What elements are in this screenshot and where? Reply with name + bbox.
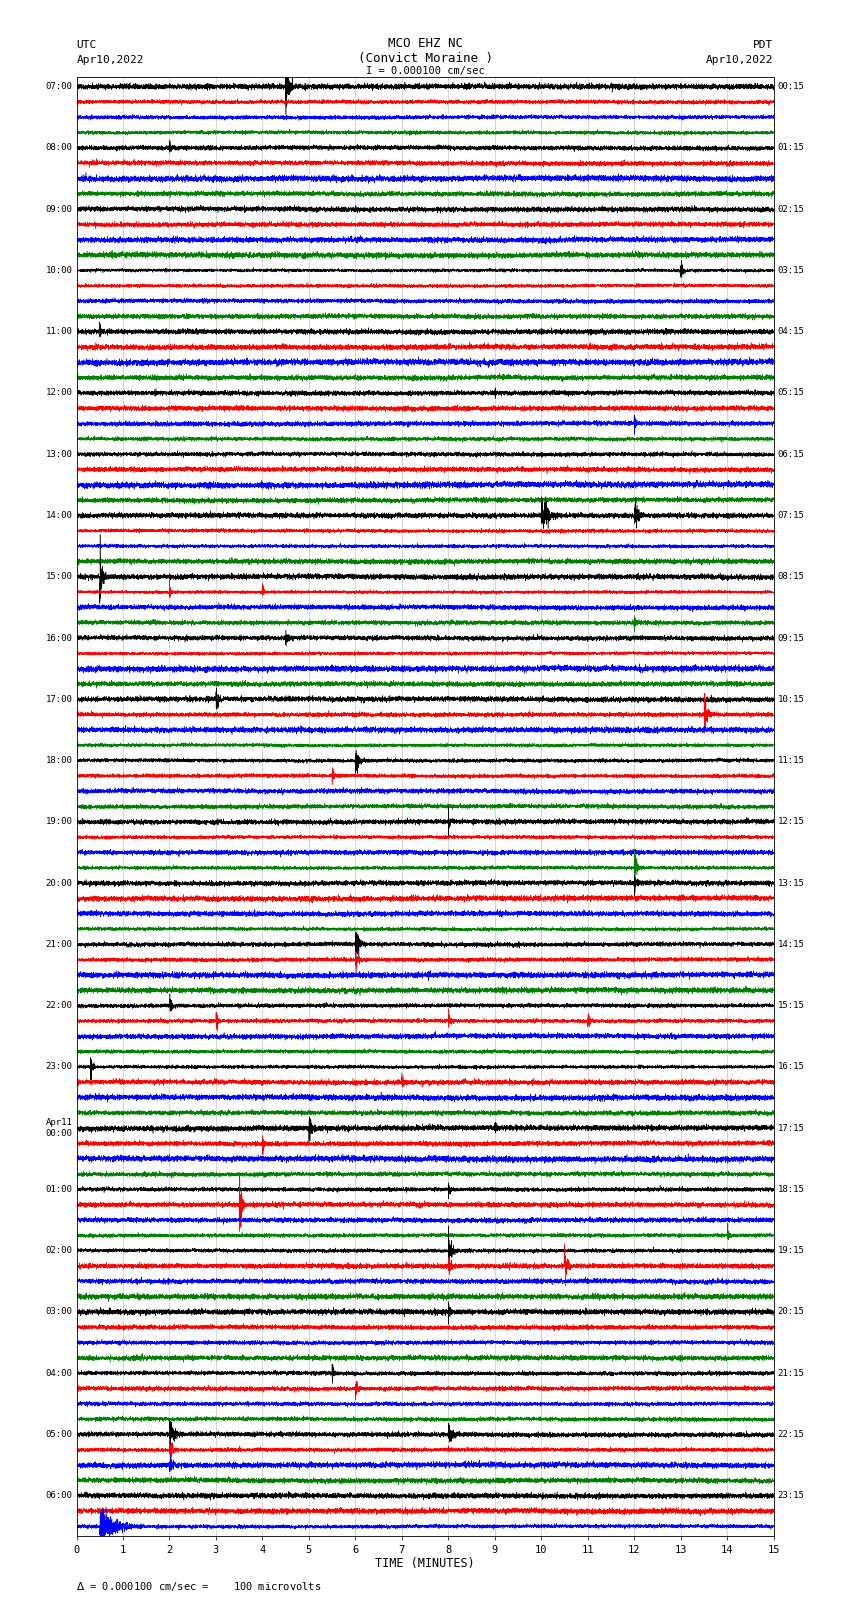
Text: 13:00: 13:00 — [45, 450, 72, 458]
Text: 09:00: 09:00 — [45, 205, 72, 213]
Text: 10:15: 10:15 — [778, 695, 805, 703]
Text: 00:15: 00:15 — [778, 82, 805, 90]
Text: MCO EHZ NC: MCO EHZ NC — [388, 37, 462, 50]
Text: 14:15: 14:15 — [778, 940, 805, 948]
Text: Apr11
00:00: Apr11 00:00 — [45, 1118, 72, 1137]
Text: Apr10,2022: Apr10,2022 — [76, 55, 144, 65]
Text: 06:15: 06:15 — [778, 450, 805, 458]
Text: Apr10,2022: Apr10,2022 — [706, 55, 774, 65]
Text: 12:15: 12:15 — [778, 818, 805, 826]
Text: 02:15: 02:15 — [778, 205, 805, 213]
Text: 04:00: 04:00 — [45, 1369, 72, 1378]
Text: 23:15: 23:15 — [778, 1492, 805, 1500]
Text: 20:15: 20:15 — [778, 1308, 805, 1316]
Text: PDT: PDT — [753, 40, 774, 50]
Text: 16:15: 16:15 — [778, 1063, 805, 1071]
Text: 08:00: 08:00 — [45, 144, 72, 152]
Text: 15:00: 15:00 — [45, 573, 72, 581]
Text: UTC: UTC — [76, 40, 97, 50]
Text: 13:15: 13:15 — [778, 879, 805, 887]
Text: 03:00: 03:00 — [45, 1308, 72, 1316]
X-axis label: TIME (MINUTES): TIME (MINUTES) — [375, 1558, 475, 1571]
Text: 06:00: 06:00 — [45, 1492, 72, 1500]
Text: 22:00: 22:00 — [45, 1002, 72, 1010]
Text: 18:00: 18:00 — [45, 756, 72, 765]
Text: $\Delta$ = 0.000100 cm/sec =    100 microvolts: $\Delta$ = 0.000100 cm/sec = 100 microvo… — [76, 1581, 322, 1594]
Text: 01:00: 01:00 — [45, 1186, 72, 1194]
Text: 23:00: 23:00 — [45, 1063, 72, 1071]
Text: 07:15: 07:15 — [778, 511, 805, 519]
Text: 02:00: 02:00 — [45, 1247, 72, 1255]
Text: 19:15: 19:15 — [778, 1247, 805, 1255]
Text: 11:15: 11:15 — [778, 756, 805, 765]
Text: 16:00: 16:00 — [45, 634, 72, 642]
Text: 21:00: 21:00 — [45, 940, 72, 948]
Text: 21:15: 21:15 — [778, 1369, 805, 1378]
Text: 05:00: 05:00 — [45, 1431, 72, 1439]
Text: 05:15: 05:15 — [778, 389, 805, 397]
Text: 10:00: 10:00 — [45, 266, 72, 274]
Text: 17:00: 17:00 — [45, 695, 72, 703]
Text: 07:00: 07:00 — [45, 82, 72, 90]
Text: 09:15: 09:15 — [778, 634, 805, 642]
Text: 17:15: 17:15 — [778, 1124, 805, 1132]
Text: 01:15: 01:15 — [778, 144, 805, 152]
Text: 15:15: 15:15 — [778, 1002, 805, 1010]
Text: 20:00: 20:00 — [45, 879, 72, 887]
Text: 14:00: 14:00 — [45, 511, 72, 519]
Text: 04:15: 04:15 — [778, 327, 805, 336]
Text: 12:00: 12:00 — [45, 389, 72, 397]
Text: 08:15: 08:15 — [778, 573, 805, 581]
Text: (Convict Moraine ): (Convict Moraine ) — [358, 52, 492, 65]
Text: 18:15: 18:15 — [778, 1186, 805, 1194]
Text: 22:15: 22:15 — [778, 1431, 805, 1439]
Text: 11:00: 11:00 — [45, 327, 72, 336]
Text: 19:00: 19:00 — [45, 818, 72, 826]
Text: I = 0.000100 cm/sec: I = 0.000100 cm/sec — [366, 66, 484, 76]
Text: 03:15: 03:15 — [778, 266, 805, 274]
